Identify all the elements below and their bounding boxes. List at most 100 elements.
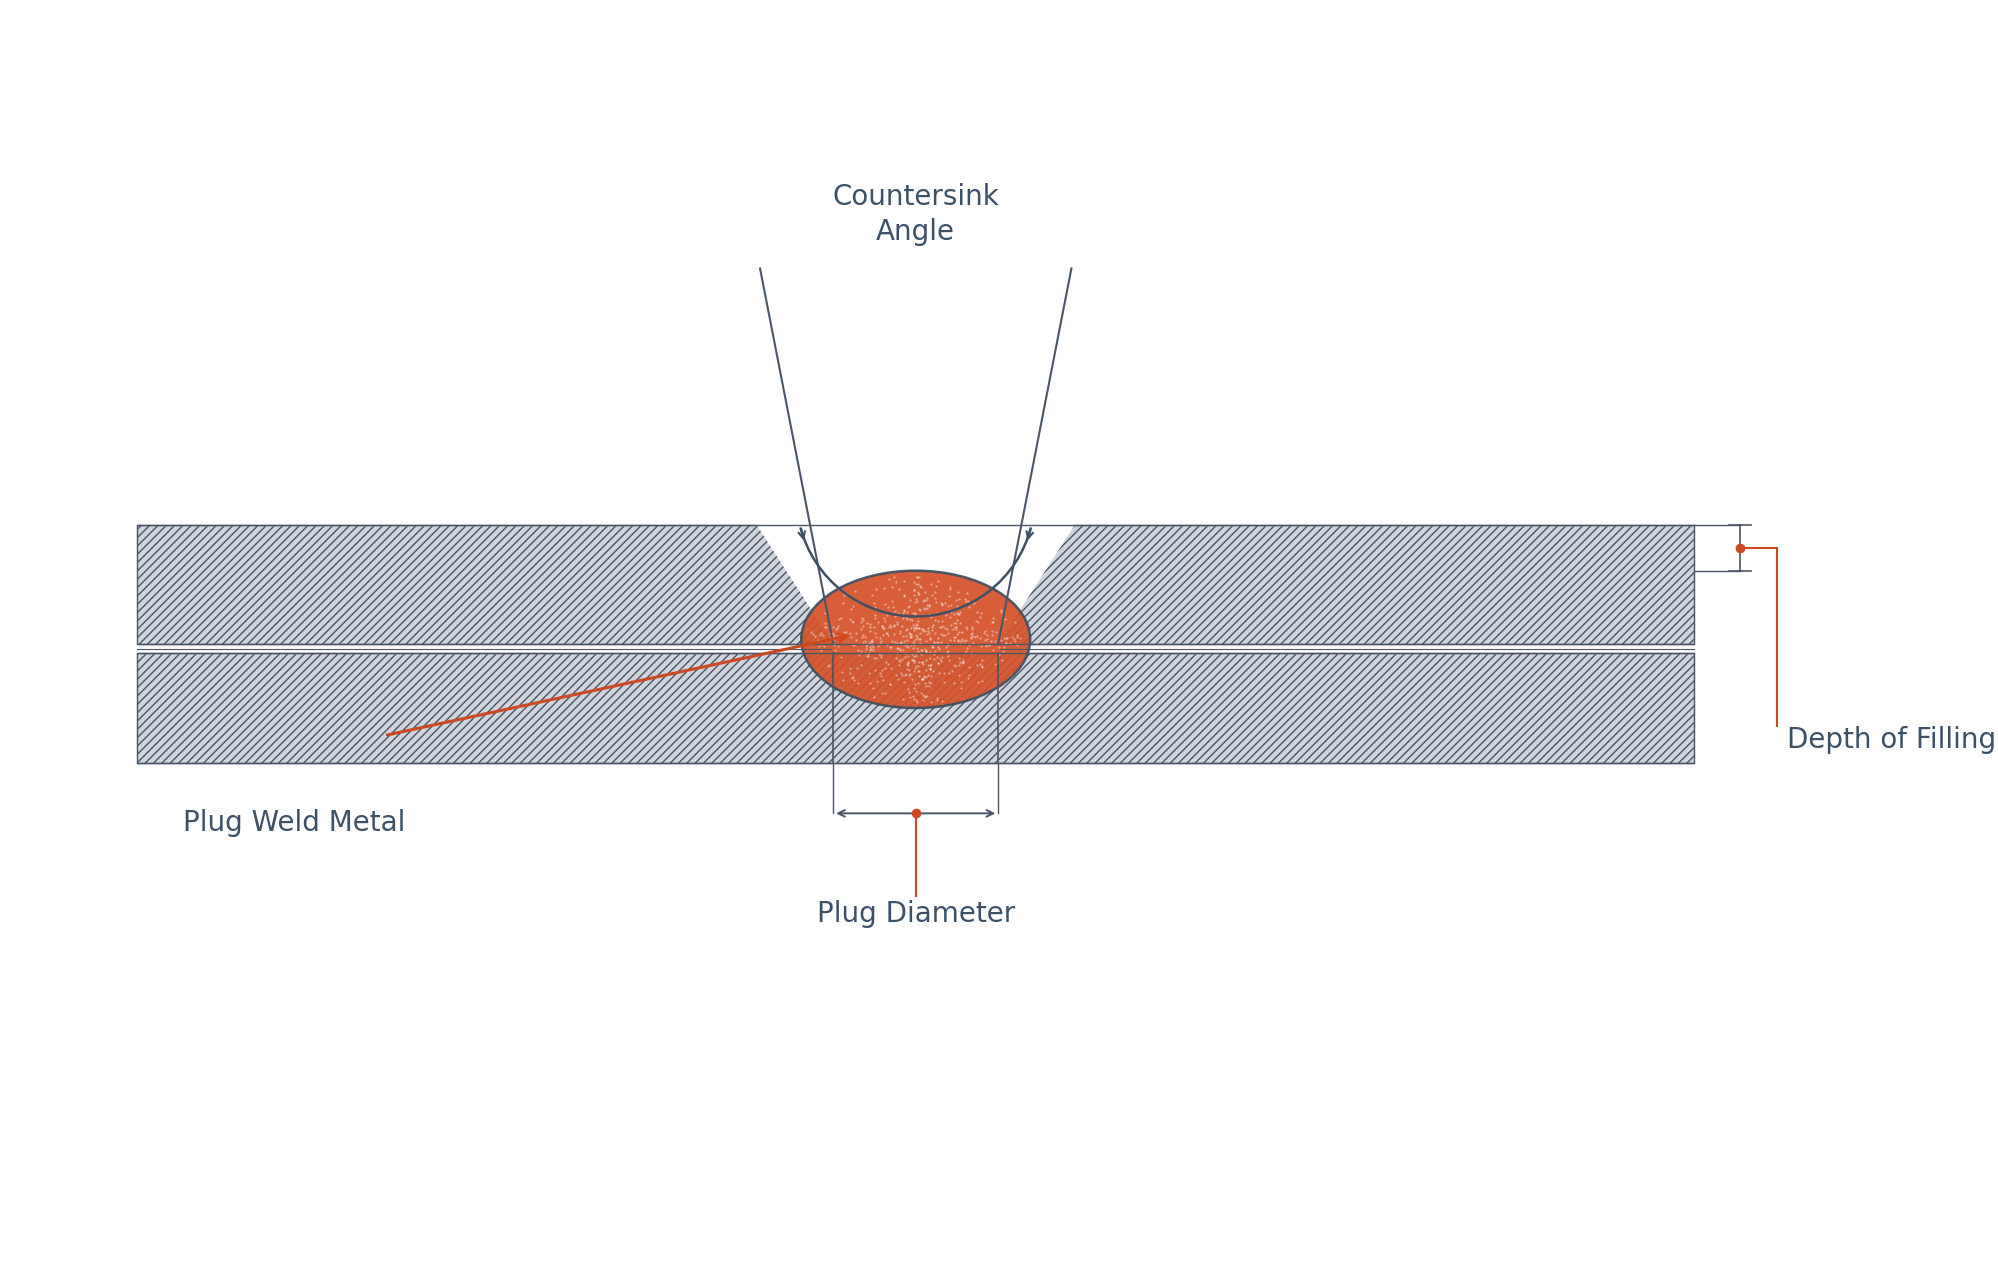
Point — [901, 638, 933, 658]
Point — [857, 616, 889, 636]
Point — [921, 631, 953, 651]
Point — [805, 624, 837, 644]
Point — [845, 627, 877, 648]
Point — [937, 620, 969, 640]
Point — [921, 688, 953, 708]
Point — [877, 597, 909, 617]
Point — [891, 679, 923, 700]
Point — [951, 591, 983, 611]
Point — [893, 682, 925, 702]
Point — [853, 616, 885, 636]
Point — [987, 641, 1019, 662]
Point — [923, 663, 955, 683]
Point — [859, 626, 891, 646]
Point — [889, 646, 921, 667]
Point — [887, 640, 919, 660]
Point — [901, 619, 933, 639]
Point — [925, 595, 957, 615]
Point — [919, 592, 951, 612]
Point — [869, 658, 901, 678]
Text: Plug Diameter: Plug Diameter — [817, 901, 1015, 929]
Point — [941, 631, 973, 651]
Point — [887, 689, 919, 710]
Point — [903, 600, 935, 620]
Point — [895, 617, 927, 638]
Point — [999, 612, 1031, 632]
Point — [893, 608, 925, 629]
Point — [883, 650, 915, 670]
Point — [871, 617, 903, 638]
Point — [865, 616, 897, 636]
Point — [899, 588, 931, 608]
Point — [819, 617, 851, 638]
Point — [889, 626, 921, 646]
Point — [893, 626, 925, 646]
Point — [907, 621, 939, 641]
Point — [983, 638, 1015, 658]
Point — [879, 631, 911, 651]
Point — [807, 636, 839, 657]
Point — [939, 614, 971, 634]
Point — [879, 648, 911, 668]
Point — [931, 635, 963, 655]
Point — [943, 651, 975, 672]
Point — [845, 655, 877, 676]
Point — [885, 663, 917, 683]
Point — [921, 632, 953, 653]
Point — [871, 625, 903, 645]
Point — [833, 658, 865, 678]
Point — [907, 667, 939, 687]
Point — [905, 683, 937, 703]
Point — [913, 641, 945, 662]
Point — [889, 643, 921, 663]
Point — [875, 638, 907, 658]
Point — [897, 615, 929, 635]
Point — [927, 663, 959, 683]
Point — [887, 672, 919, 692]
Point — [929, 619, 961, 639]
Point — [827, 593, 859, 614]
Point — [955, 624, 987, 644]
Point — [911, 624, 943, 644]
Point — [891, 654, 923, 674]
Point — [851, 614, 883, 634]
Point — [891, 635, 923, 655]
Point — [863, 644, 895, 664]
Point — [849, 643, 881, 663]
Point — [865, 645, 897, 665]
Point — [909, 687, 941, 707]
Point — [941, 596, 973, 616]
Point — [909, 686, 941, 706]
Point — [921, 603, 953, 624]
Point — [903, 600, 935, 620]
Point — [861, 612, 893, 632]
Point — [847, 631, 879, 651]
Point — [913, 672, 945, 692]
Point — [923, 617, 955, 638]
Point — [813, 655, 845, 676]
Point — [955, 619, 987, 639]
Point — [943, 603, 975, 624]
Point — [841, 640, 873, 660]
Point — [891, 651, 923, 672]
Point — [865, 646, 897, 667]
Point — [837, 612, 869, 632]
Point — [925, 632, 957, 653]
Point — [845, 612, 877, 632]
Point — [821, 616, 853, 636]
Point — [923, 649, 955, 669]
Point — [815, 626, 847, 646]
Point — [887, 631, 919, 651]
Point — [875, 617, 907, 638]
Point — [927, 616, 959, 636]
Point — [921, 653, 953, 673]
Point — [901, 611, 933, 631]
Point — [961, 672, 993, 692]
Point — [881, 643, 913, 663]
Point — [969, 621, 1001, 641]
Point — [907, 667, 939, 687]
Point — [917, 615, 949, 635]
Polygon shape — [731, 259, 1099, 268]
Point — [879, 572, 911, 592]
Point — [961, 655, 993, 676]
